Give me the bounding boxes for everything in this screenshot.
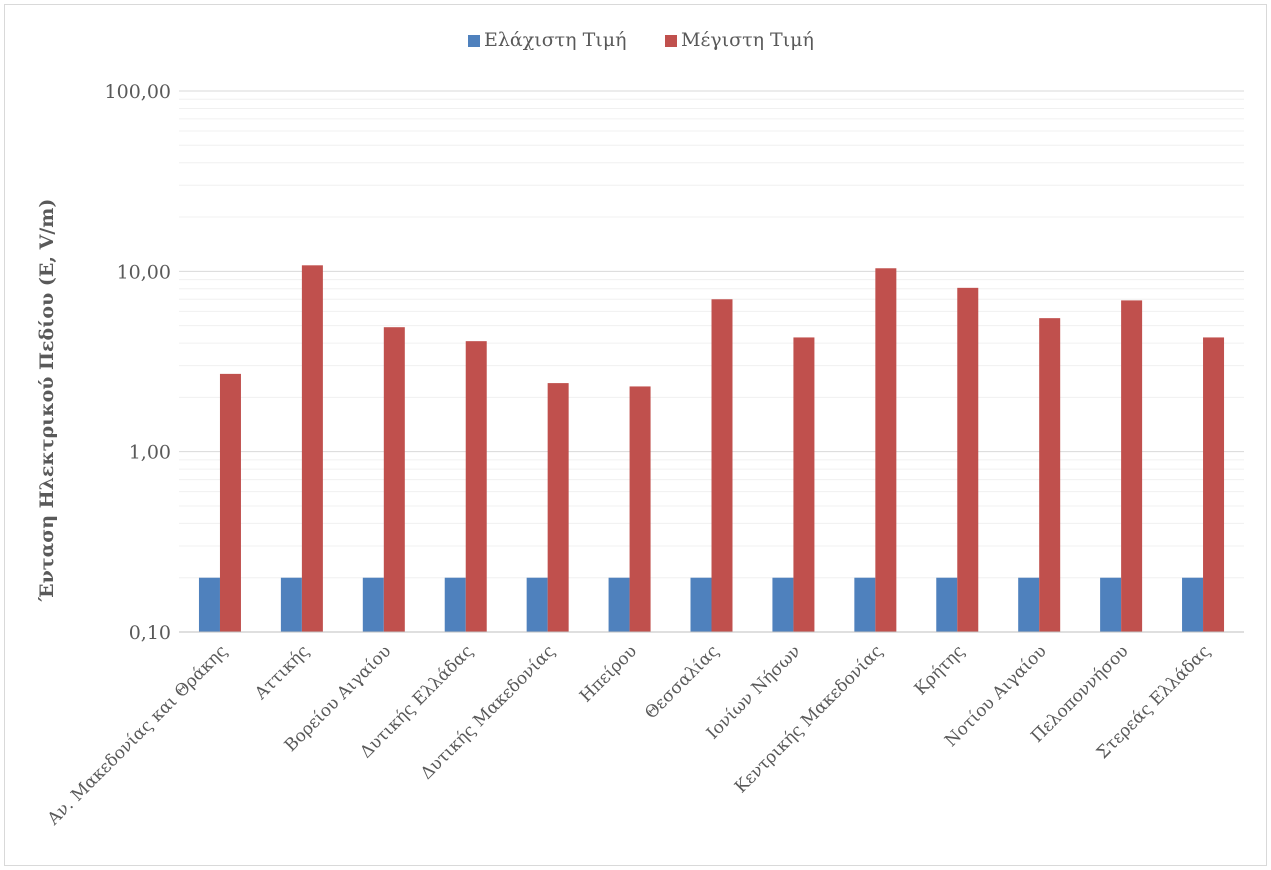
y-tick-label: 100,00 <box>105 81 171 103</box>
x-tick-label: Ηπείρου <box>576 641 641 706</box>
bar-max-value <box>301 265 323 632</box>
bar-min-value <box>936 577 958 632</box>
x-tick-label: Κρήτης <box>911 641 969 699</box>
bar-min-value <box>690 577 712 632</box>
bar-max-value <box>629 386 651 632</box>
legend-label-max: Μέγιστη Τιμή <box>681 29 814 51</box>
y-tick-label: 1,00 <box>129 442 171 464</box>
bar-min-value <box>1018 577 1040 632</box>
bar-max-value <box>875 268 897 632</box>
bar-min-value <box>772 577 794 632</box>
bars <box>198 265 1225 632</box>
bar-max-value <box>383 327 405 632</box>
bar-min-value <box>1182 577 1204 632</box>
bar-max-value <box>1203 337 1225 632</box>
bar-min-value <box>280 577 302 632</box>
bar-max-value <box>219 373 241 632</box>
bar-max-value <box>1039 318 1061 632</box>
bar-min-value <box>854 577 876 632</box>
bar-min-value <box>198 577 220 632</box>
bar-max-value <box>957 287 979 632</box>
x-tick-label: Δυτικής Μακεδονίας <box>417 641 559 783</box>
bar-max-value <box>711 299 733 632</box>
y-axis-label: Ένταση Ηλεκτρικού Πεδίου (E, V/m) <box>36 199 58 603</box>
bar-min-value <box>444 577 466 632</box>
bar-min-value <box>362 577 384 632</box>
x-tick-label: Αττικής <box>250 641 313 704</box>
legend-swatch-min <box>468 35 480 47</box>
y-tick-label: 10,00 <box>117 261 171 283</box>
x-tick-label: Κεντρικής Μακεδονίας <box>731 641 887 797</box>
bar-max-value <box>1121 300 1143 632</box>
x-tick-label: Αν. Μακεδονίας και Θράκης <box>43 641 231 829</box>
bar-min-value <box>526 577 548 632</box>
legend-label-min: Ελάχιστη Τιμή <box>484 29 626 51</box>
bar-max-value <box>547 383 569 632</box>
legend-swatch-max <box>665 35 677 47</box>
bar-min-value <box>1100 577 1122 632</box>
legend: Ελάχιστη Τιμή Μέγιστη Τιμή <box>468 29 814 51</box>
y-tick-label: 0,10 <box>129 622 171 644</box>
bar-max-value <box>465 341 487 632</box>
bar-max-value <box>793 337 815 632</box>
bar-min-value <box>608 577 630 632</box>
x-tick-label: Θεσσαλίας <box>641 641 723 723</box>
